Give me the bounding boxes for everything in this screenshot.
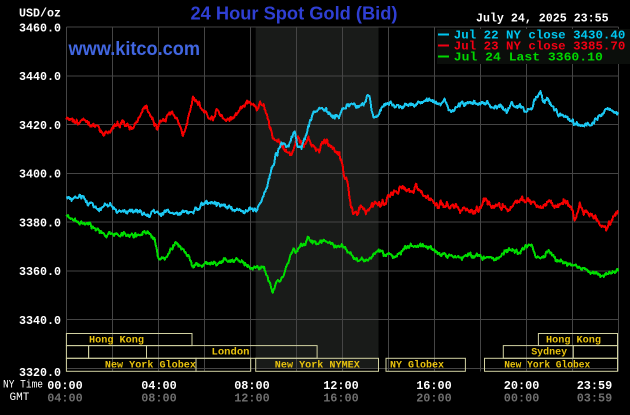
svg-text:3400.0: 3400.0 <box>19 168 61 182</box>
svg-text:3380.0: 3380.0 <box>19 216 61 230</box>
svg-text:3460.0: 3460.0 <box>19 21 61 35</box>
svg-text:GMT: GMT <box>10 392 30 404</box>
svg-text:08:00: 08:00 <box>234 379 270 393</box>
svg-text:23:59: 23:59 <box>577 379 613 393</box>
svg-text:00:00: 00:00 <box>504 392 540 406</box>
svg-text:Sydney: Sydney <box>531 347 568 359</box>
svg-text:12:00: 12:00 <box>234 392 270 406</box>
svg-text:16:00: 16:00 <box>416 379 452 393</box>
svg-text:Hong Kong: Hong Kong <box>546 335 601 347</box>
svg-text:New York Globex: New York Globex <box>105 359 197 371</box>
svg-text:12:00: 12:00 <box>323 379 359 393</box>
svg-text:20:00: 20:00 <box>504 379 540 393</box>
svg-text:New York Globex: New York Globex <box>504 359 591 371</box>
svg-text:00:00: 00:00 <box>47 379 83 393</box>
svg-text:3360.0: 3360.0 <box>19 265 61 279</box>
svg-text:04:00: 04:00 <box>47 392 83 406</box>
svg-text:3440.0: 3440.0 <box>19 70 61 84</box>
svg-text:16:00: 16:00 <box>323 392 359 406</box>
svg-text:July 24, 2025 23:55: July 24, 2025 23:55 <box>476 12 609 26</box>
svg-text:USD/oz: USD/oz <box>19 7 61 21</box>
svg-text:08:00: 08:00 <box>141 392 177 406</box>
svg-text:20:00: 20:00 <box>416 392 452 406</box>
svg-text:3420.0: 3420.0 <box>19 119 61 133</box>
svg-text:New York NYMEX: New York NYMEX <box>275 359 361 371</box>
svg-text:04:00: 04:00 <box>141 379 177 393</box>
svg-text:03:59: 03:59 <box>577 392 613 406</box>
svg-text:3320.0: 3320.0 <box>19 366 61 380</box>
svg-text:www.kitco.com: www.kitco.com <box>68 39 200 60</box>
svg-text:Jul 22 NY close 3430.40: Jul 22 NY close 3430.40 <box>454 29 626 43</box>
svg-text:3340.0: 3340.0 <box>19 314 61 328</box>
svg-text:London: London <box>212 347 250 359</box>
svg-text:Jul 24 Last 3360.10: Jul 24 Last 3360.10 <box>454 51 603 65</box>
svg-text:Hong Kong: Hong Kong <box>89 335 144 347</box>
svg-text:24 Hour Spot Gold (Bid): 24 Hour Spot Gold (Bid) <box>191 4 398 24</box>
svg-text:NY Time: NY Time <box>3 380 43 392</box>
svg-text:NY Globex: NY Globex <box>390 359 445 371</box>
svg-text:Jul 23 NY close 3385.70: Jul 23 NY close 3385.70 <box>454 40 626 54</box>
